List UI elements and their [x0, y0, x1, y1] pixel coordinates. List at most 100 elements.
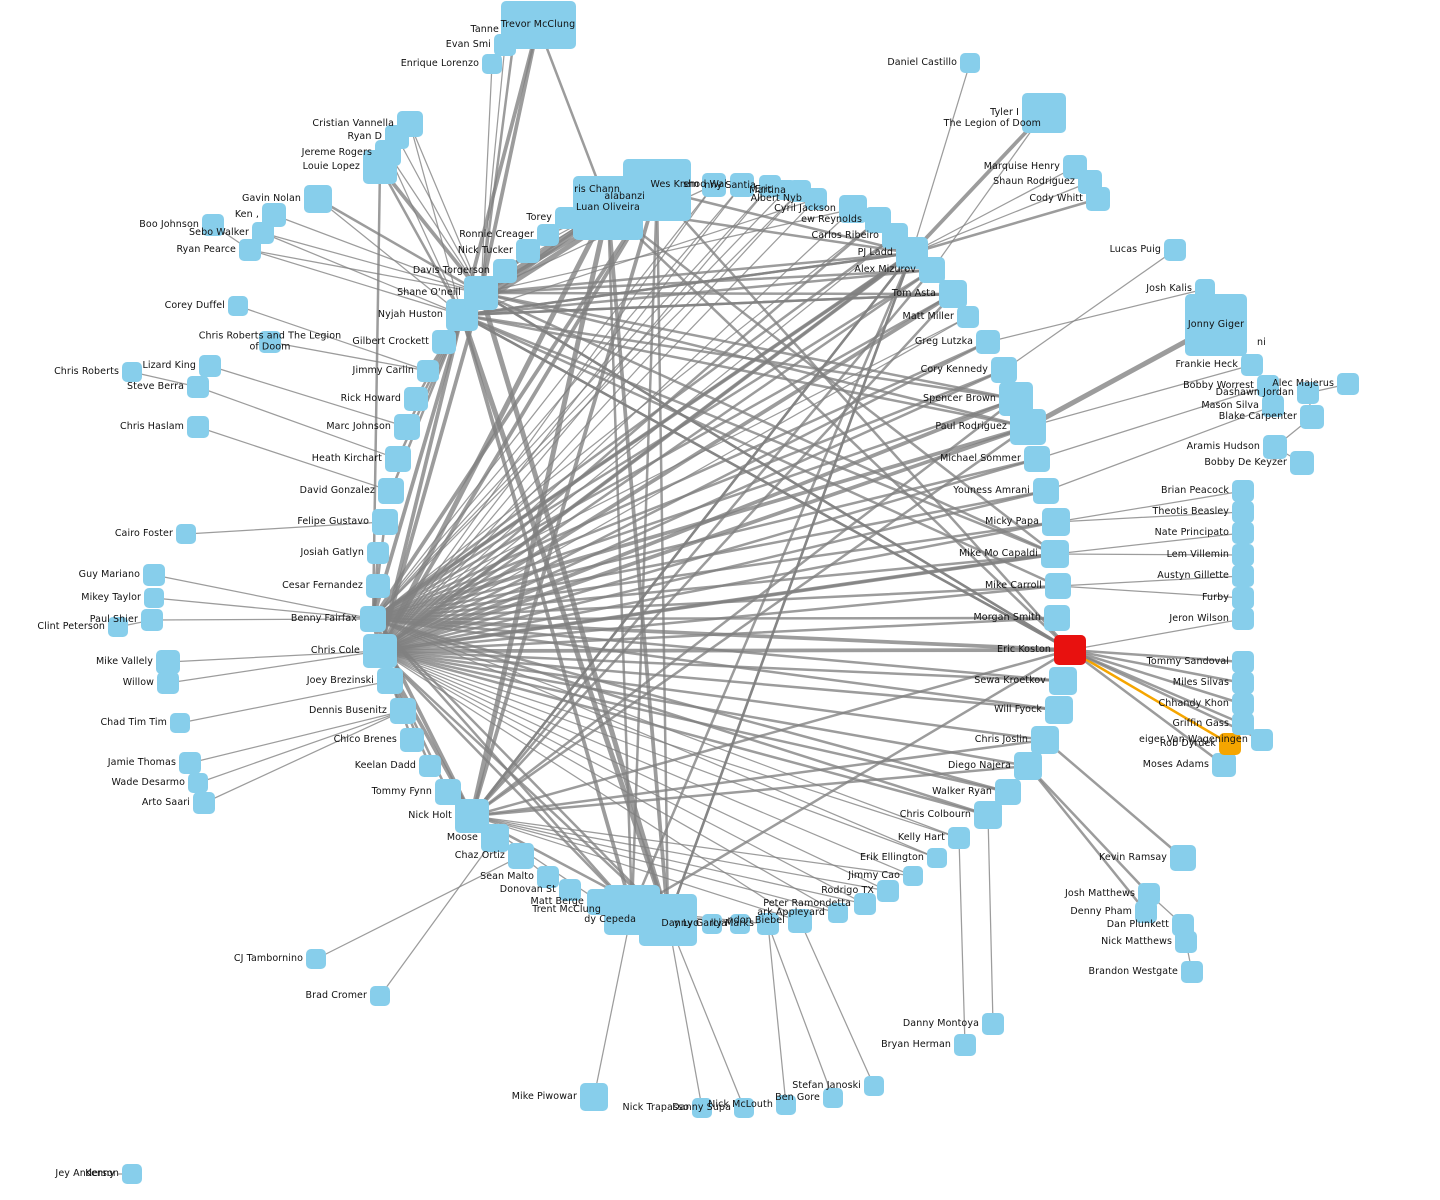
graph-node-marc-johnson[interactable]	[394, 414, 420, 440]
graph-node-jey-anderson[interactable]	[122, 1164, 142, 1184]
graph-node-nick-trapasso[interactable]	[692, 1098, 712, 1118]
graph-node-alex-mizurov[interactable]	[919, 257, 945, 283]
graph-node-willow[interactable]	[157, 672, 179, 694]
graph-node-daniel-castillo[interactable]	[960, 53, 980, 73]
graph-node-nick-tucker[interactable]	[516, 239, 540, 263]
graph-node-ishod-wair[interactable]	[730, 173, 754, 197]
graph-node-erik-ellington[interactable]	[927, 848, 947, 868]
graph-node-bobby-de-keyzer[interactable]	[1290, 451, 1314, 475]
graph-node-youness-amrani[interactable]	[1033, 478, 1059, 504]
graph-node-sebo-walker[interactable]	[252, 222, 274, 244]
graph-node-lucas-puig[interactable]	[1164, 239, 1186, 261]
graph-node-chris-roberts-legion[interactable]	[259, 331, 281, 353]
graph-node-frankie-heck[interactable]	[1241, 354, 1263, 376]
graph-node-josh-kalis[interactable]	[1195, 279, 1215, 299]
graph-node-blake-carpenter[interactable]	[1300, 405, 1324, 429]
graph-node-aramis-hudson[interactable]	[1263, 435, 1287, 459]
graph-node-mikey-taylor[interactable]	[144, 588, 164, 608]
graph-node-ryan-pearce[interactable]	[239, 239, 261, 261]
graph-node-jamie-thomas[interactable]	[179, 752, 201, 774]
graph-node-nick-matthews[interactable]	[1175, 931, 1197, 953]
graph-node-evan-smith[interactable]	[494, 34, 516, 56]
graph-node-mike-vallely[interactable]	[156, 650, 180, 674]
graph-node-chris-colbourn[interactable]	[974, 801, 1002, 829]
graph-node-stefan-janoski[interactable]	[864, 1076, 884, 1096]
graph-node-denny-pham[interactable]	[1135, 901, 1157, 923]
graph-node-brandon-westgate[interactable]	[1181, 961, 1203, 983]
graph-node-will-fyock[interactable]	[1045, 696, 1073, 724]
graph-node-paul-shier[interactable]	[141, 609, 163, 631]
graph-node-austyn-gillette[interactable]	[1232, 565, 1254, 587]
graph-node-tommy-fynn[interactable]	[435, 779, 461, 805]
graph-node-chris-roberts[interactable]	[122, 362, 142, 382]
graph-node-rick-howard[interactable]	[404, 387, 428, 411]
graph-node-steve-berra[interactable]	[187, 376, 209, 398]
graph-node-nate-principato[interactable]	[1232, 522, 1254, 544]
graph-node-chris-joslin[interactable]	[1031, 726, 1059, 754]
graph-node-louie-lopez[interactable]	[363, 150, 397, 184]
graph-node-chris-cole[interactable]	[363, 634, 397, 668]
graph-node-greg-lutzka[interactable]	[976, 330, 1000, 354]
graph-node-arto-saari[interactable]	[193, 792, 215, 814]
graph-node-brad-cromer[interactable]	[370, 986, 390, 1006]
graph-node-moses-adams[interactable]	[1212, 753, 1236, 777]
graph-node-felipe-gustavo[interactable]	[372, 509, 398, 535]
graph-node-chris-haslam[interactable]	[187, 416, 209, 438]
graph-node-dennis-busenitz[interactable]	[390, 698, 416, 724]
graph-node-sean-malto[interactable]	[537, 866, 559, 888]
graph-node-kelly-hart[interactable]	[948, 827, 970, 849]
graph-node-tyler-i[interactable]	[1022, 93, 1066, 133]
graph-node-bryan-herman[interactable]	[954, 1034, 976, 1056]
graph-node-jimmy-cao[interactable]	[903, 866, 923, 886]
graph-node-mark-appleyard[interactable]	[828, 903, 848, 923]
graph-node-torey-pudwill[interactable]	[555, 207, 577, 229]
graph-node-cory-kennedy[interactable]	[991, 357, 1017, 383]
graph-node-ty-lyons[interactable]	[702, 914, 722, 934]
graph-node-manny-santiago[interactable]	[759, 175, 781, 197]
graph-node-keelan-dadd[interactable]	[419, 755, 441, 777]
graph-node-shane-oneill[interactable]	[464, 276, 498, 310]
graph-node-walker-ryan[interactable]	[995, 779, 1021, 805]
graph-node-tom-asta[interactable]	[939, 280, 967, 308]
graph-node-cairo-foster[interactable]	[176, 524, 196, 544]
graph-node-rob-dyrdek[interactable]	[1219, 733, 1241, 755]
graph-node-david-gonzalez[interactable]	[378, 478, 404, 504]
graph-node-davis-torgerson[interactable]	[493, 259, 517, 283]
graph-node-benny-fairfax[interactable]	[360, 606, 386, 632]
graph-node-cj-tambornino[interactable]	[306, 949, 326, 969]
graph-node-chaz-ortiz[interactable]	[508, 843, 534, 869]
graph-node-cody-whitt[interactable]	[1086, 187, 1110, 211]
graph-node-morgan-smith[interactable]	[1044, 605, 1070, 631]
graph-node-mike-mo-capaldi[interactable]	[1041, 540, 1069, 568]
graph-node-donovan-strain[interactable]	[559, 879, 581, 901]
graph-node-alec-majerus[interactable]	[1337, 373, 1359, 395]
graph-node-gavin-nolan[interactable]	[304, 185, 332, 213]
graph-node-albert-nyberg[interactable]	[805, 188, 827, 210]
graph-node-joey-brezinski[interactable]	[377, 668, 403, 694]
graph-node-wes-kremer[interactable]	[702, 173, 726, 197]
graph-node-trent-mcclung[interactable]	[604, 885, 660, 935]
graph-node-chico-brenes[interactable]	[400, 728, 424, 752]
graph-node-bobby-worrest[interactable]	[1257, 375, 1279, 397]
graph-node-ronnie-creager[interactable]	[537, 224, 559, 246]
graph-node-josh-matthews[interactable]	[1138, 883, 1160, 905]
graph-node-clint-peterson[interactable]	[108, 617, 128, 637]
graph-node-michael-sommer[interactable]	[1024, 446, 1050, 472]
graph-node-enrique-lorenzo[interactable]	[482, 54, 502, 74]
graph-node-jimmy-carlin[interactable]	[417, 360, 439, 382]
graph-node-danny-supa[interactable]	[734, 1098, 754, 1118]
graph-node-diego-najera[interactable]	[1014, 752, 1042, 780]
graph-node-mason-silva[interactable]	[1262, 395, 1284, 417]
graph-node-furby[interactable]	[1232, 587, 1254, 609]
graph-node-geiger-van-wageningen[interactable]	[1251, 729, 1273, 751]
graph-node-miles-silvas[interactable]	[1232, 672, 1254, 694]
graph-node-paul-rodriguez[interactable]	[1010, 409, 1046, 445]
graph-node-chris-chann[interactable]	[623, 159, 691, 221]
graph-node-josiah-gatlyn[interactable]	[367, 542, 389, 564]
graph-node-nick-mclouth[interactable]	[776, 1095, 796, 1115]
graph-node-lem-villemin[interactable]	[1232, 544, 1254, 566]
graph-node-micky-papa[interactable]	[1042, 508, 1070, 536]
graph-node-billy-marks[interactable]	[757, 913, 779, 935]
graph-node-jonny-giger[interactable]	[1185, 294, 1247, 356]
graph-node-kevin-ramsay[interactable]	[1170, 845, 1196, 871]
